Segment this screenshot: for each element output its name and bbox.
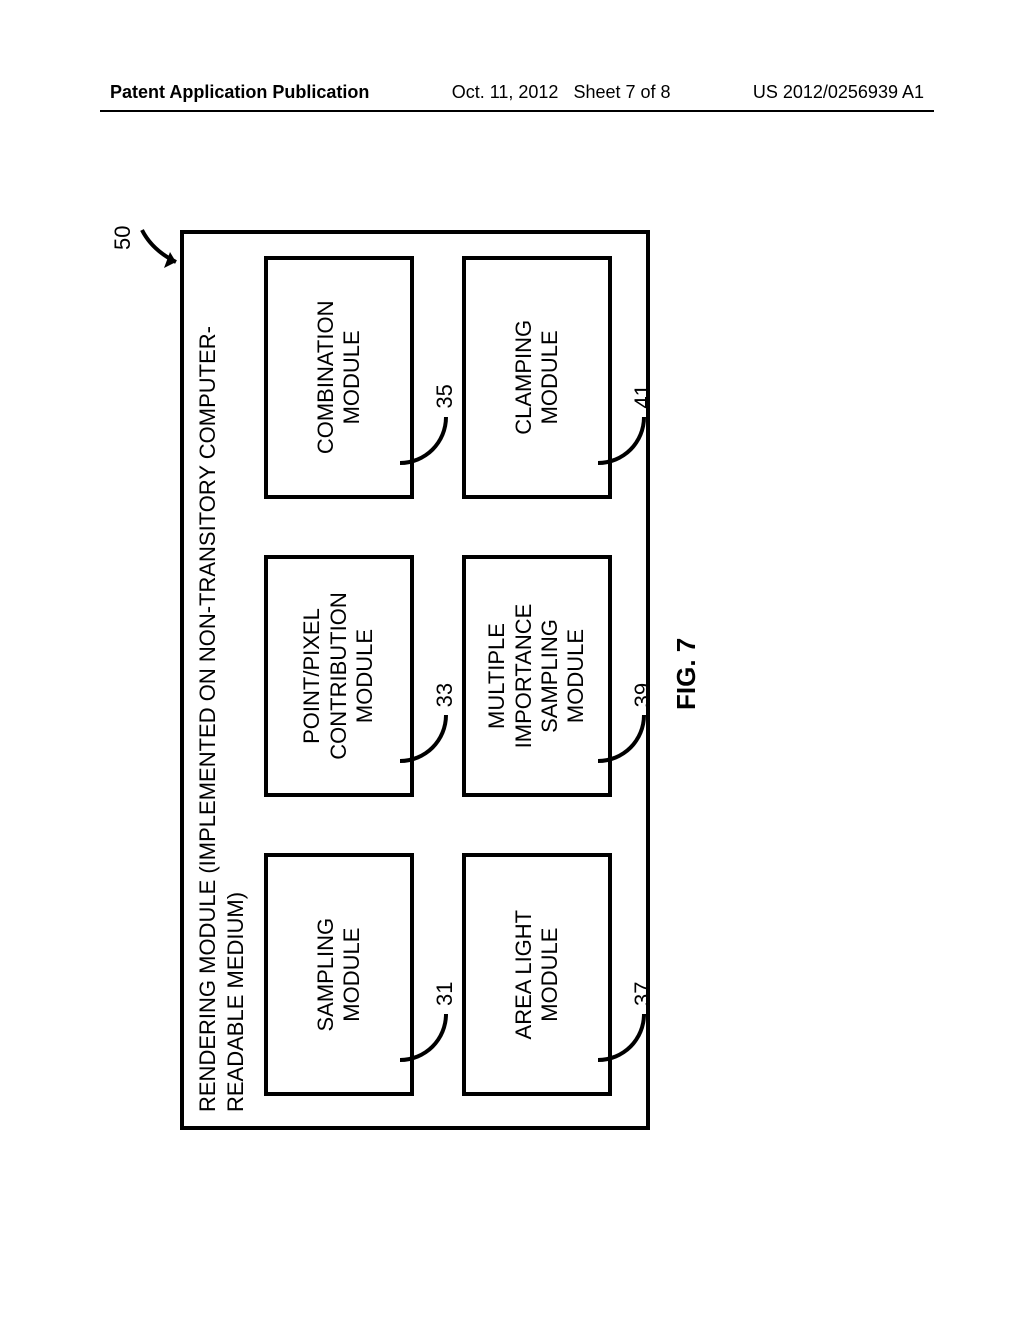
module-reference-number: 33 bbox=[432, 683, 458, 707]
page: Patent Application Publication Oct. 11, … bbox=[0, 0, 1024, 1320]
rendering-module-title: RENDERING MODULE (IMPLEMENTED ON NON-TRA… bbox=[194, 252, 249, 1112]
leader-arc-icon bbox=[400, 417, 448, 465]
leader-arc-icon bbox=[400, 1014, 448, 1062]
system-reference-50: 50 bbox=[110, 190, 182, 270]
sampling-module: SAMPLING MODULE 31 bbox=[264, 853, 414, 1096]
header-date: Oct. 11, 2012 bbox=[452, 82, 559, 102]
leader-arc-icon bbox=[598, 1014, 646, 1062]
modules-grid: SAMPLING MODULE 31 POINT/PIXEL CONTRIBUT… bbox=[264, 256, 612, 1096]
page-header: Patent Application Publication Oct. 11, … bbox=[110, 82, 924, 103]
header-publication-number: US 2012/0256939 A1 bbox=[753, 82, 924, 103]
point-pixel-contribution-module: POINT/PIXEL CONTRIBUTION MODULE 33 bbox=[264, 555, 414, 798]
module-reference-number: 41 bbox=[630, 384, 656, 408]
module-reference-number: 37 bbox=[630, 982, 656, 1006]
leader-arrow-icon bbox=[138, 220, 182, 270]
multiple-importance-sampling-module: MULTIPLE IMPORTANCE SAMPLING MODULE 39 bbox=[462, 555, 612, 798]
rendering-module-container: RENDERING MODULE (IMPLEMENTED ON NON-TRA… bbox=[180, 230, 650, 1130]
module-label: MULTIPLE IMPORTANCE SAMPLING MODULE bbox=[484, 604, 590, 749]
figure-7: RENDERING MODULE (IMPLEMENTED ON NON-TRA… bbox=[100, 190, 720, 1130]
clamping-module: CLAMPING MODULE 41 bbox=[462, 256, 612, 499]
module-reference-number: 35 bbox=[432, 384, 458, 408]
module-label: POINT/PIXEL CONTRIBUTION MODULE bbox=[299, 592, 378, 759]
module-label: CLAMPING MODULE bbox=[511, 320, 564, 435]
leader-arc-icon bbox=[598, 417, 646, 465]
module-label: AREA LIGHT MODULE bbox=[511, 910, 564, 1040]
header-rule bbox=[100, 110, 934, 112]
leader-arc-icon bbox=[400, 715, 448, 763]
module-reference-number: 39 bbox=[630, 683, 656, 707]
combination-module: COMBINATION MODULE 35 bbox=[264, 256, 414, 499]
module-label: COMBINATION MODULE bbox=[313, 301, 366, 455]
module-label: SAMPLING MODULE bbox=[313, 918, 366, 1032]
header-sheet: Sheet 7 of 8 bbox=[573, 82, 670, 102]
module-reference-number: 31 bbox=[432, 982, 458, 1006]
area-light-module: AREA LIGHT MODULE 37 bbox=[462, 853, 612, 1096]
system-reference-number: 50 bbox=[110, 190, 136, 250]
figure-caption: FIG. 7 bbox=[671, 638, 702, 710]
header-date-sheet: Oct. 11, 2012 Sheet 7 of 8 bbox=[452, 82, 671, 103]
leader-arc-icon bbox=[598, 715, 646, 763]
header-publication-type: Patent Application Publication bbox=[110, 82, 369, 103]
